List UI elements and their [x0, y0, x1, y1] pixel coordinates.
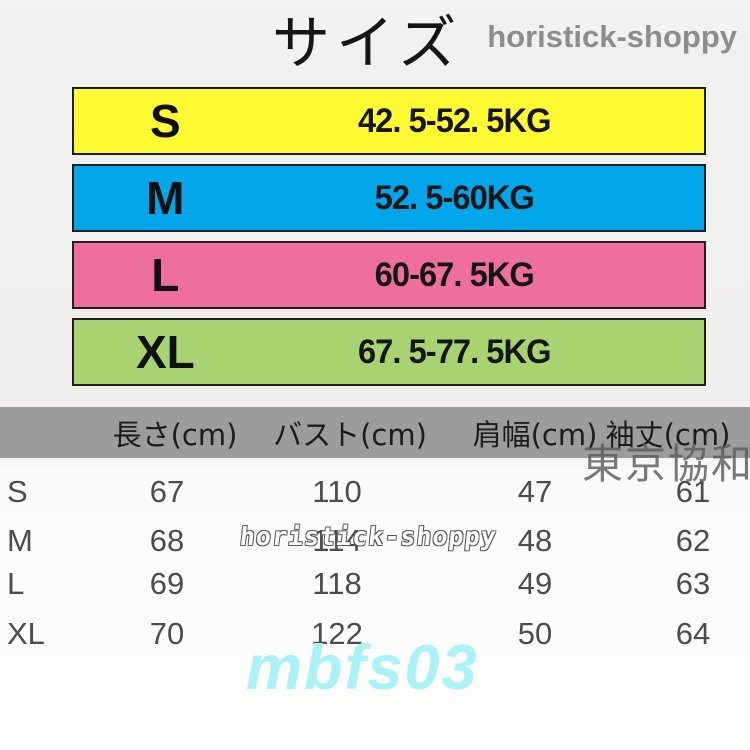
watermark-top-right: horistick-shoppy — [487, 19, 737, 54]
page-title: サイズ — [272, 9, 463, 77]
size-bar-weight-range: 52. 5-60KG — [374, 178, 534, 217]
cell-shoulder: 47 — [517, 474, 553, 509]
cell-length: 68 — [149, 523, 185, 558]
size-bar-weight-range: 67. 5-77. 5KG — [357, 332, 552, 371]
size-bar-weight-range: 42. 5-52. 5KG — [357, 101, 552, 140]
size-bar-label: S — [150, 95, 181, 147]
cell-bust: 114 — [312, 523, 362, 558]
row-size-label: XL — [7, 616, 45, 651]
cell-sleeve: 61 — [675, 474, 711, 509]
cell-sleeve: 62 — [675, 523, 711, 558]
column-header-sleeve: 袖丈(cm) — [605, 417, 731, 452]
size-bar-s: S 42. 5-52. 5KG — [72, 87, 706, 155]
size-bar-l: L 60-67. 5KG — [72, 241, 706, 309]
cell-shoulder: 49 — [517, 566, 553, 601]
column-header-bust: バスト(cm) — [273, 417, 427, 452]
size-bar-xl: XL 67. 5-77. 5KG — [72, 318, 706, 386]
row-size-label: L — [7, 566, 25, 601]
size-bar-label: M — [146, 172, 185, 224]
cell-length: 69 — [149, 566, 185, 601]
cell-bust: 110 — [312, 474, 362, 509]
row-size-label: M — [7, 523, 33, 558]
column-header-length: 長さ(cm) — [112, 417, 238, 452]
size-bar-label: XL — [135, 326, 195, 378]
table-row: S 67 110 47 61 — [0, 470, 750, 514]
cell-bust: 122 — [311, 616, 363, 651]
cell-length: 70 — [149, 616, 185, 651]
table-row: XL 70 122 50 64 — [0, 612, 750, 656]
measurement-table-header: 長さ(cm) バスト(cm) 肩幅(cm) 袖丈(cm) — [0, 407, 750, 458]
size-weight-bars: S 42. 5-52. 5KG M 52. 5-60KG L 60-67. 5K… — [72, 87, 706, 395]
table-row: M 68 114 48 62 — [0, 519, 750, 563]
cell-length: 67 — [149, 474, 185, 509]
cell-shoulder: 50 — [517, 616, 553, 651]
cell-sleeve: 64 — [675, 616, 711, 651]
size-bar-label: L — [151, 249, 180, 301]
cell-shoulder: 48 — [517, 523, 553, 558]
cell-sleeve: 63 — [675, 566, 711, 601]
cell-bust: 118 — [312, 566, 362, 601]
column-header-shoulder: 肩幅(cm) — [472, 417, 598, 452]
row-size-label: S — [7, 474, 28, 509]
watermark-tokyo-kyowa: 東京協和 — [582, 440, 750, 488]
size-bar-m: M 52. 5-60KG — [72, 164, 706, 232]
size-bar-weight-range: 60-67. 5KG — [374, 255, 534, 294]
table-row: L 69 118 49 63 — [0, 562, 750, 606]
watermark-bottom: mbfs03 — [246, 633, 479, 703]
watermark-center: horistick-shoppy — [238, 522, 499, 551]
